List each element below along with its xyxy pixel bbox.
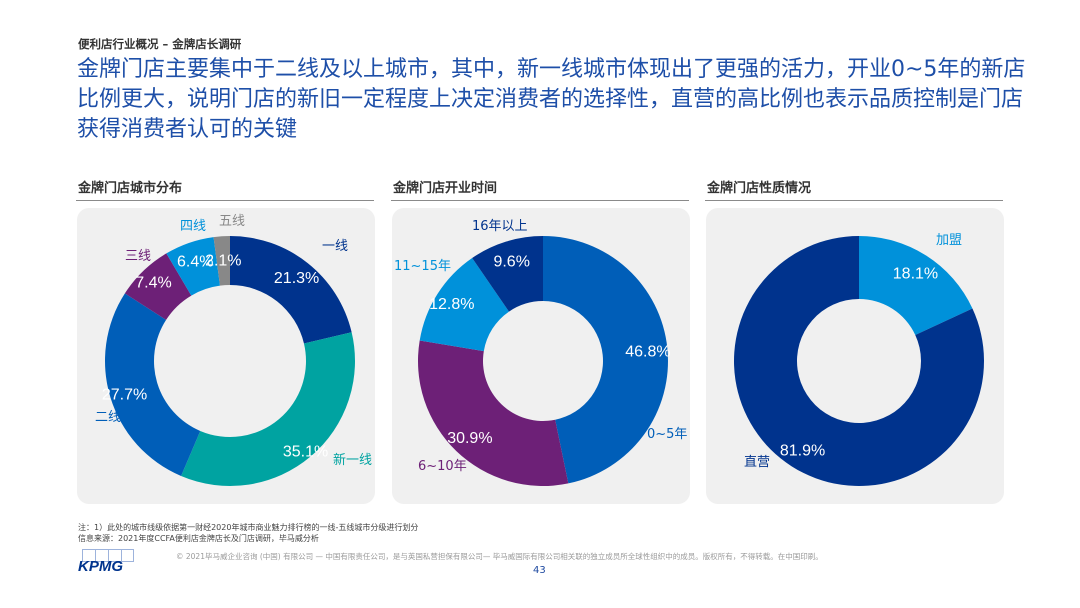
- donut-slice: [166, 237, 221, 296]
- donut-slice: [859, 236, 973, 335]
- donut-chart-ownership: 18.1% 加盟 81.9% 直营: [734, 233, 984, 486]
- chart-panel-city: 21.3% 一线 35.1% 新一线 27.7% 二线 7.4% 三线 6.4% 四线 2.1% 五线: [77, 208, 375, 504]
- donut-slice: [124, 253, 192, 320]
- donut-slice: [418, 340, 569, 486]
- chart-title-ownership: 金牌门店性质情况: [707, 181, 812, 196]
- donut-slice: [472, 236, 543, 312]
- chart-panel-opening: 46.8% 0~5年 30.9% 6~10年 12.8% 11~15年 9.6% 16年以上: [392, 208, 690, 504]
- page-number: 43: [533, 565, 546, 576]
- logo-text: KPMG: [78, 558, 123, 575]
- value-label: 81.9%: [780, 442, 825, 459]
- donut-slice: [181, 332, 356, 487]
- category-label: 加盟: [936, 233, 962, 248]
- donut-slice: [543, 236, 669, 484]
- value-label: 12.8%: [429, 296, 474, 313]
- footnote: 注：1）此处的城市线级依据第一财经2020年城市商业魅力排行榜的一线-五线城市分…: [78, 523, 419, 532]
- value-label: 30.9%: [447, 430, 492, 447]
- chart-panel-ownership: 18.1% 加盟 81.9% 直营: [706, 208, 1004, 504]
- value-label: 18.1%: [893, 266, 938, 283]
- category-label: 16年以上: [472, 219, 528, 234]
- footnotes: 注：1）此处的城市线级依据第一财经2020年城市商业魅力排行榜的一线-五线城市分…: [78, 522, 418, 544]
- value-label: 6.4%: [177, 253, 213, 270]
- category-label: 0~5年: [647, 427, 687, 442]
- donut-slice: [105, 293, 201, 477]
- donut-slice: [419, 258, 509, 352]
- category-label: 直营: [744, 455, 770, 470]
- donut-slice: [213, 236, 230, 286]
- chart-title-city: 金牌门店城市分布: [78, 181, 183, 196]
- category-label: 四线: [180, 219, 206, 234]
- category-label: 二线: [95, 410, 121, 425]
- donut-slice: [230, 236, 352, 344]
- category-label: 新一线: [333, 452, 372, 468]
- donut-chart-opening: 46.8% 0~5年 30.9% 6~10年 12.8% 11~15年 9.6% 16年以上: [394, 219, 687, 486]
- logo-boxes: [82, 549, 134, 562]
- category-label: 11~15年: [394, 259, 451, 274]
- value-label: 2.1%: [205, 253, 241, 270]
- chart-title-opening: 金牌门店开业时间: [393, 181, 498, 196]
- donut-chart-city: 21.3% 一线 35.1% 新一线 27.7% 二线 7.4% 三线 6.4% 四线 2.1% 五线: [95, 214, 372, 487]
- title-divider: [391, 200, 689, 201]
- value-label: 7.4%: [135, 275, 171, 292]
- value-label: 35.1%: [283, 444, 328, 461]
- copyright-text: © 2021毕马威企业咨询 (中国) 有限公司 — 中国有限责任公司，是与英国私…: [176, 552, 823, 561]
- value-label: 27.7%: [102, 386, 147, 403]
- section-label: 便利店行业概况 – 金牌店长调研: [78, 37, 242, 51]
- value-label: 9.6%: [493, 253, 529, 270]
- category-label: 五线: [219, 214, 245, 229]
- value-label: 46.8%: [625, 343, 670, 360]
- value-label: 21.3%: [274, 270, 319, 287]
- category-label: 一线: [322, 239, 348, 254]
- kpmg-logo: KPMG: [78, 549, 138, 575]
- title-divider: [705, 200, 1003, 201]
- category-label: 三线: [125, 249, 151, 264]
- donut-slice: [734, 236, 984, 486]
- page-headline: 金牌门店主要集中于二线及以上城市，其中，新一线城市体现出了更强的活力，开业0~5…: [77, 57, 1026, 142]
- source-note: 信息来源：2021年度CCFA便利店金牌店长及门店调研，毕马威分析: [78, 534, 319, 543]
- category-label: 6~10年: [418, 459, 467, 474]
- title-divider: [76, 200, 374, 201]
